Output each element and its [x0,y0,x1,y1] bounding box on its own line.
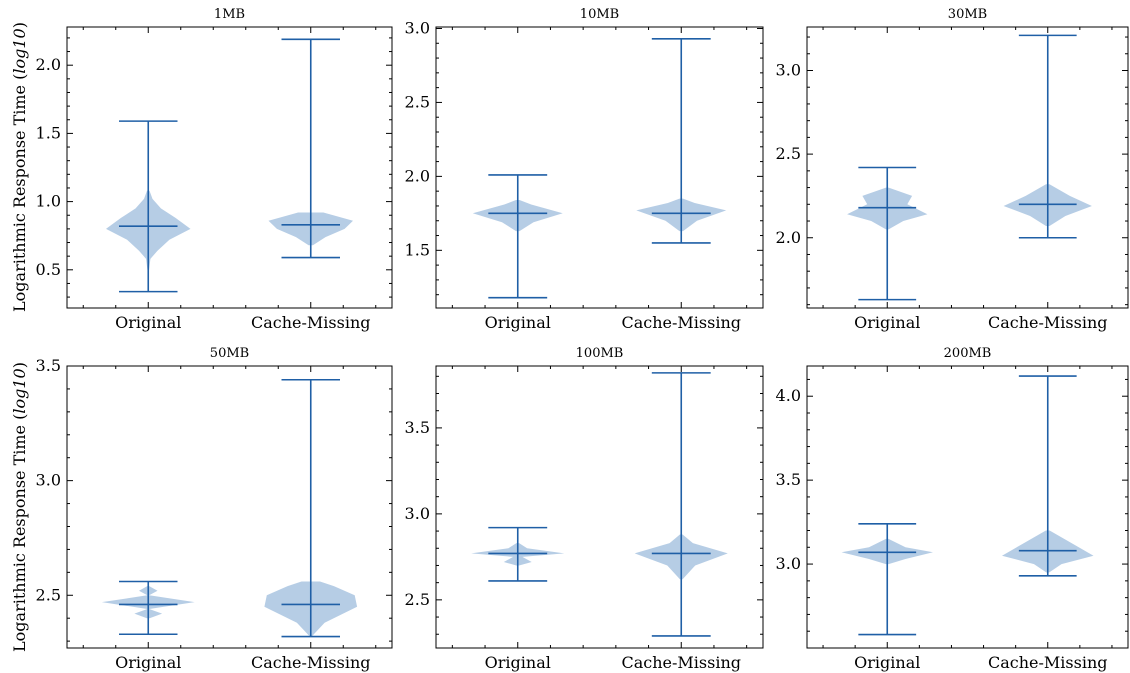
y-tick-label: 1.5 [405,240,430,259]
axes-frame [806,365,1129,649]
x-tick-label: Cache-Missing [988,313,1108,332]
y-tick-label: 0.5 [36,260,61,279]
y-tick-label: 3.0 [776,60,801,79]
x-tick-label: Cache-Missing [621,313,741,332]
subplot-50MB: 50MB Logarithmic Response Time (log10) 2.5… [10,346,393,672]
x-tick-label: Original [485,653,551,672]
y-tick-label: 2.0 [36,55,61,74]
y-tick-label: 2.5 [36,585,61,604]
subplot-1MB: 1MB Logarithmic Response Time (log10) 0.5 1… [10,7,393,332]
y-tick-label: 2.0 [405,166,430,185]
y-axis-label: Logarithmic Response Time (log10) [10,22,29,312]
x-tick-label: Original [485,313,551,332]
x-tick-label: Original [854,313,920,332]
subplot-title: 50MB [210,346,249,361]
y-tick-label: 3.0 [36,471,61,490]
subplot-200MB: 200MB 3.0 3.5 4.0 Original Cache-Missing [776,346,1129,672]
y-tick-label: 2.0 [776,228,801,247]
y-tick-label: 2.5 [776,144,801,163]
subplot-title: 200MB [944,346,992,361]
y-tick-label: 1.0 [36,192,61,211]
x-tick-label: Cache-Missing [251,653,371,672]
y-tick-label: 3.5 [405,418,430,437]
x-tick-label: Cache-Missing [621,653,741,672]
subplot-title: 100MB [576,346,624,361]
x-tick-label: Original [115,653,181,672]
y-tick-label: 3.0 [405,18,430,37]
y-tick-label: 2.5 [405,590,430,609]
y-tick-label: 1.5 [36,123,61,142]
x-tick-label: Original [115,313,181,332]
axes-frame [66,26,393,309]
axes-frame [435,365,764,649]
y-tick-label: 3.0 [405,504,430,523]
y-tick-label: 4.0 [776,386,801,405]
subplot-title: 30MB [948,7,987,22]
y-tick-label: 2.5 [405,92,430,111]
subplot-10MB: 10MB 1.5 2.0 2.5 3.0 Original Cache-Missing [405,7,764,332]
x-tick-label: Original [854,653,920,672]
x-tick-label: Cache-Missing [251,313,371,332]
axes-frame [66,365,393,649]
subplot-title: 10MB [580,7,619,22]
y-axis-label: Logarithmic Response Time (log10) [10,362,29,652]
subplot-100MB: 100MB 2.5 3.0 3.5 Original Cache-Missing [405,346,764,672]
subplot-title: 1MB [214,7,245,22]
y-tick-label: 3.5 [36,356,61,375]
axes-frame [435,26,764,309]
x-tick-label: Cache-Missing [988,653,1108,672]
y-tick-label: 3.5 [776,470,801,489]
subplot-30MB: 30MB 2.0 2.5 3.0 Original Cache-Missing [776,7,1129,332]
axes-frame [806,26,1129,309]
y-tick-label: 3.0 [776,554,801,573]
